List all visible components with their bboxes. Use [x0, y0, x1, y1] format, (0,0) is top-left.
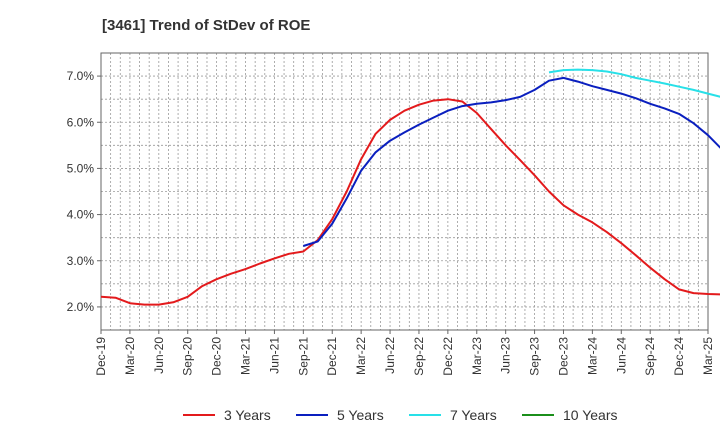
x-tick-label: Sep-22	[412, 337, 426, 376]
x-tick-label: Mar-24	[585, 337, 599, 375]
x-tick-label: Jun-22	[383, 337, 397, 374]
y-tick-label: 3.0%	[67, 254, 95, 268]
x-tick-label: Jun-21	[267, 337, 281, 374]
legend-label: 10 Years	[563, 407, 618, 423]
x-tick-label: Dec-19	[94, 337, 108, 376]
y-axis: 2.0% 3.0% 4.0% 5.0% 6.0% 7.0%	[67, 69, 101, 314]
plot-border	[100, 52, 709, 331]
y-tick-label: 7.0%	[67, 69, 95, 83]
x-axis: Dec-19 Mar-20 Jun-20 Sep-20 Dec-20 Mar-21 Jun-…	[94, 330, 715, 376]
x-tick-label: Dec-22	[441, 337, 455, 376]
y-tick-label: 4.0%	[67, 208, 95, 222]
x-tick-label: Mar-22	[354, 337, 368, 375]
x-tick-label: Sep-24	[643, 337, 657, 376]
x-tick-label: Sep-20	[181, 337, 195, 376]
series-line-7-years	[548, 68, 720, 98]
x-tick-label: Mar-21	[239, 337, 253, 375]
x-tick-label: Sep-23	[528, 337, 542, 376]
grid	[101, 53, 708, 330]
x-tick-label: Jun-23	[499, 337, 513, 374]
legend: 3 Years 5 Years 7 Years 10 Years	[183, 407, 618, 423]
legend-label: 3 Years	[224, 407, 271, 423]
x-tick-label: Dec-21	[325, 337, 339, 376]
series-group	[100, 68, 720, 306]
y-tick-label: 6.0%	[67, 115, 95, 129]
y-tick-label: 5.0%	[67, 161, 95, 175]
x-tick-label: Jun-20	[152, 337, 166, 374]
plot-area	[101, 53, 708, 330]
x-tick-label: Mar-20	[123, 337, 137, 375]
legend-label: 7 Years	[450, 407, 497, 423]
chart-title: [3461] Trend of StDev of ROE	[102, 17, 310, 34]
y-tick-label: 2.0%	[67, 300, 95, 314]
series-line-5-years	[302, 76, 720, 247]
x-tick-label: Jun-24	[614, 337, 628, 374]
x-tick-label: Dec-20	[210, 337, 224, 376]
x-tick-label: Dec-24	[672, 337, 686, 376]
x-tick-label: Dec-23	[556, 337, 570, 376]
series-line-3-years	[100, 98, 720, 306]
x-tick-label: Sep-21	[296, 337, 310, 376]
legend-label: 5 Years	[337, 407, 384, 423]
x-tick-label: Mar-25	[701, 337, 715, 375]
x-tick-label: Mar-23	[470, 337, 484, 375]
